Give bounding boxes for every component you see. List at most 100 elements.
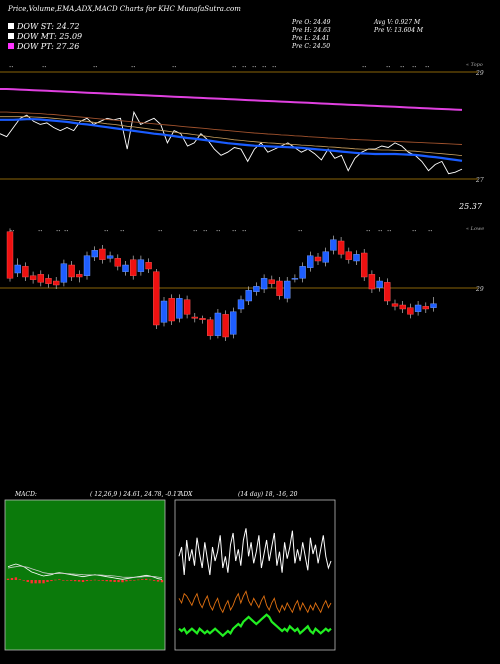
macd-histogram-bar bbox=[101, 580, 104, 581]
candle-down bbox=[314, 256, 322, 262]
date-ticks-top: ∙∙ ∙∙ ∙∙ ∙∙ ∙∙ ∙∙ ∙∙ ∙∙ ∙∙ ∙∙ ∙∙ ∙∙ ∙∙ ∙∙ ∙∙ bbox=[9, 65, 429, 70]
macd-histogram-bar bbox=[137, 579, 140, 581]
candle-up bbox=[91, 250, 98, 258]
date-tick-top: ∙∙ bbox=[272, 65, 276, 70]
candle-down bbox=[99, 248, 106, 260]
ema-200-line bbox=[0, 88, 463, 111]
candle-down bbox=[53, 280, 60, 286]
date-tick-top: ∙∙ bbox=[242, 65, 246, 70]
candle-up bbox=[284, 280, 291, 299]
date-tick-top: ∙∙ bbox=[412, 65, 416, 70]
ema-lines bbox=[0, 88, 463, 175]
candle-down bbox=[345, 251, 352, 260]
macd-histogram-bar bbox=[145, 578, 148, 580]
date-tick-mid: ∙∙ bbox=[38, 229, 42, 234]
candle-up bbox=[160, 300, 168, 323]
candle-up bbox=[106, 255, 114, 259]
chart-title: Price,Volume,EMA,ADX,MACD Charts for KHC… bbox=[7, 5, 241, 13]
date-tick-top: ∙∙ bbox=[93, 65, 97, 70]
corner-label-top: « Topo bbox=[466, 62, 483, 68]
candle-down bbox=[199, 318, 206, 320]
date-tick-top: ∙∙ bbox=[232, 65, 236, 70]
pre-open: Pre O: 24.49 bbox=[291, 19, 331, 26]
candle-y-tick-29: 29 bbox=[475, 286, 484, 293]
macd-signal-line bbox=[7, 565, 163, 578]
candle-down bbox=[191, 316, 199, 319]
date-tick-mid: ∙∙ bbox=[298, 229, 302, 234]
date-tick-top: ∙∙ bbox=[9, 65, 13, 70]
candle-up bbox=[353, 254, 360, 262]
candle-down bbox=[384, 282, 391, 302]
macd-histogram-bar bbox=[22, 580, 25, 581]
macd-histogram-bar bbox=[62, 580, 65, 581]
pre-high: Pre H: 24.63 bbox=[291, 27, 331, 34]
candle-down bbox=[206, 319, 214, 336]
macd-histogram-bar bbox=[117, 580, 120, 583]
adx-panel-bg bbox=[174, 499, 336, 651]
candle-down bbox=[368, 274, 376, 290]
candle-up bbox=[299, 266, 306, 279]
candle-up bbox=[322, 251, 329, 263]
date-tick-top: ∙∙ bbox=[252, 65, 256, 70]
candle-down bbox=[337, 240, 345, 255]
macd-histogram-bar bbox=[121, 580, 124, 583]
candle-down bbox=[145, 262, 152, 270]
date-tick-mid: ∙∙ bbox=[232, 229, 236, 234]
ema-short-line bbox=[0, 118, 463, 162]
date-tick-mid: ∙∙ bbox=[366, 229, 370, 234]
candle-up bbox=[14, 264, 21, 274]
date-tick-mid: ∙∙ bbox=[387, 229, 391, 234]
candlestick-panel: 29 « Lowe ∙∙ ∙∙ ∙∙ ∙∙ ∙∙ ∙∙ ∙∙ ∙∙ ∙∙ ∙∙ ∙∙ ∙∙ ∙∙ ∙∙ ∙∙… bbox=[0, 226, 484, 341]
pre-volume: Pre V: 13.604 M bbox=[373, 27, 424, 34]
date-tick-mid: ∙∙ bbox=[378, 229, 382, 234]
macd-histogram-bar bbox=[38, 580, 41, 584]
dow-mt-label: DOW MT: 25.09 bbox=[16, 32, 82, 41]
candle-up bbox=[414, 304, 422, 312]
dow-st-swatch bbox=[8, 23, 14, 29]
candle-down bbox=[76, 274, 83, 278]
date-tick-mid: ∙∙ bbox=[428, 229, 432, 234]
macd-histogram-bar bbox=[152, 580, 156, 581]
candle-up bbox=[122, 264, 129, 272]
date-tick-top: ∙∙ bbox=[400, 65, 404, 70]
candle-down bbox=[168, 298, 175, 322]
candle-up bbox=[137, 259, 145, 272]
candle-up bbox=[214, 312, 222, 336]
candle-up bbox=[376, 280, 383, 288]
candle-down bbox=[268, 279, 275, 284]
candles bbox=[6, 228, 437, 341]
macd-histogram-bar bbox=[93, 579, 97, 581]
macd-title: MACD: bbox=[14, 491, 37, 498]
macd-histogram-bar bbox=[77, 580, 81, 582]
adx-panel bbox=[178, 528, 332, 638]
plus-di-line bbox=[178, 613, 332, 638]
macd-histogram-bar bbox=[26, 580, 29, 582]
ema-long-line bbox=[0, 111, 463, 145]
date-tick-top: ∙∙ bbox=[172, 65, 176, 70]
candle-up bbox=[237, 299, 245, 310]
macd-histogram-bar bbox=[160, 580, 164, 583]
date-tick-mid: ∙∙ bbox=[216, 229, 220, 234]
candle-down bbox=[37, 274, 44, 283]
candle-down bbox=[45, 278, 52, 284]
minus-di-line bbox=[178, 590, 332, 614]
date-tick-top: ∙∙ bbox=[262, 65, 266, 70]
date-tick-mid: ∙∙ bbox=[158, 229, 162, 234]
y-tick-29: 29 bbox=[475, 70, 484, 77]
macd-histogram-bar bbox=[73, 580, 77, 582]
candle-up bbox=[60, 263, 68, 283]
candle-up bbox=[307, 255, 314, 268]
last-price-label: 25.37 bbox=[458, 202, 483, 211]
date-tick-mid: ∙∙ bbox=[412, 229, 416, 234]
adx-title: ADX bbox=[178, 491, 193, 498]
dow-mt-swatch bbox=[8, 33, 14, 39]
macd-histogram-bar bbox=[50, 580, 53, 582]
dow-pt-label: DOW PT: 27.26 bbox=[16, 42, 79, 51]
date-tick-top: ∙∙ bbox=[425, 65, 429, 70]
macd-histogram-bar bbox=[69, 580, 73, 581]
date-tick-top: ∙∙ bbox=[42, 65, 46, 70]
macd-histogram-bar bbox=[97, 580, 101, 581]
date-tick-mid: ∙∙ bbox=[56, 229, 60, 234]
macd-histogram-bar bbox=[42, 580, 45, 584]
